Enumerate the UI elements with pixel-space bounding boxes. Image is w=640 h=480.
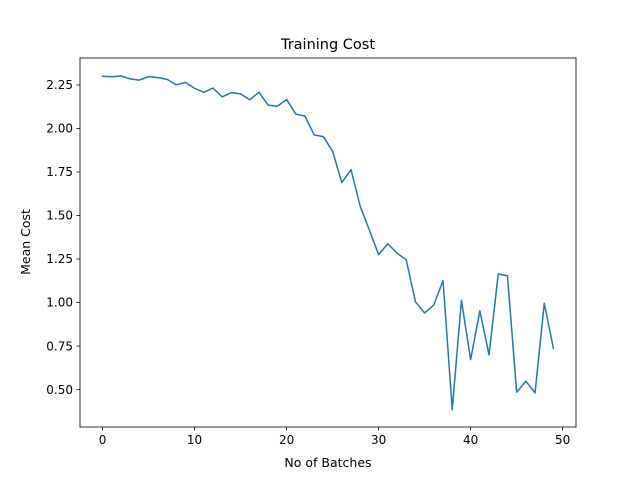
x-axis-label: No of Batches [284,455,371,470]
chart-title: Training Cost [280,37,375,53]
y-tick-label: 1.25 [46,252,73,266]
y-tick-label: 0.75 [46,339,73,353]
y-tick-label: 2.25 [46,78,73,92]
x-tick-label: 10 [187,433,202,447]
y-tick-label: 1.75 [46,165,73,179]
axes-frame [79,57,577,428]
y-tick-label: 1.00 [46,296,73,310]
x-tick-label: 0 [99,433,107,447]
x-tick-label: 30 [371,433,386,447]
y-axis-label: Mean Cost [18,209,33,275]
x-tick-label: 20 [279,433,294,447]
plot-area [79,57,577,428]
y-tick-label: 0.50 [46,383,73,397]
y-tick-label: 2.00 [46,122,73,136]
x-tick-label: 40 [463,433,478,447]
x-tick-label: 50 [555,433,570,447]
y-tick-label: 1.50 [46,209,73,223]
series-line-0 [101,75,555,411]
x-axis-ticks: 0 10 20 30 40 50 [99,427,570,447]
y-axis-ticks: 0.50 0.75 1.00 1.25 1.50 1.75 2.00 2.25 [46,78,80,397]
